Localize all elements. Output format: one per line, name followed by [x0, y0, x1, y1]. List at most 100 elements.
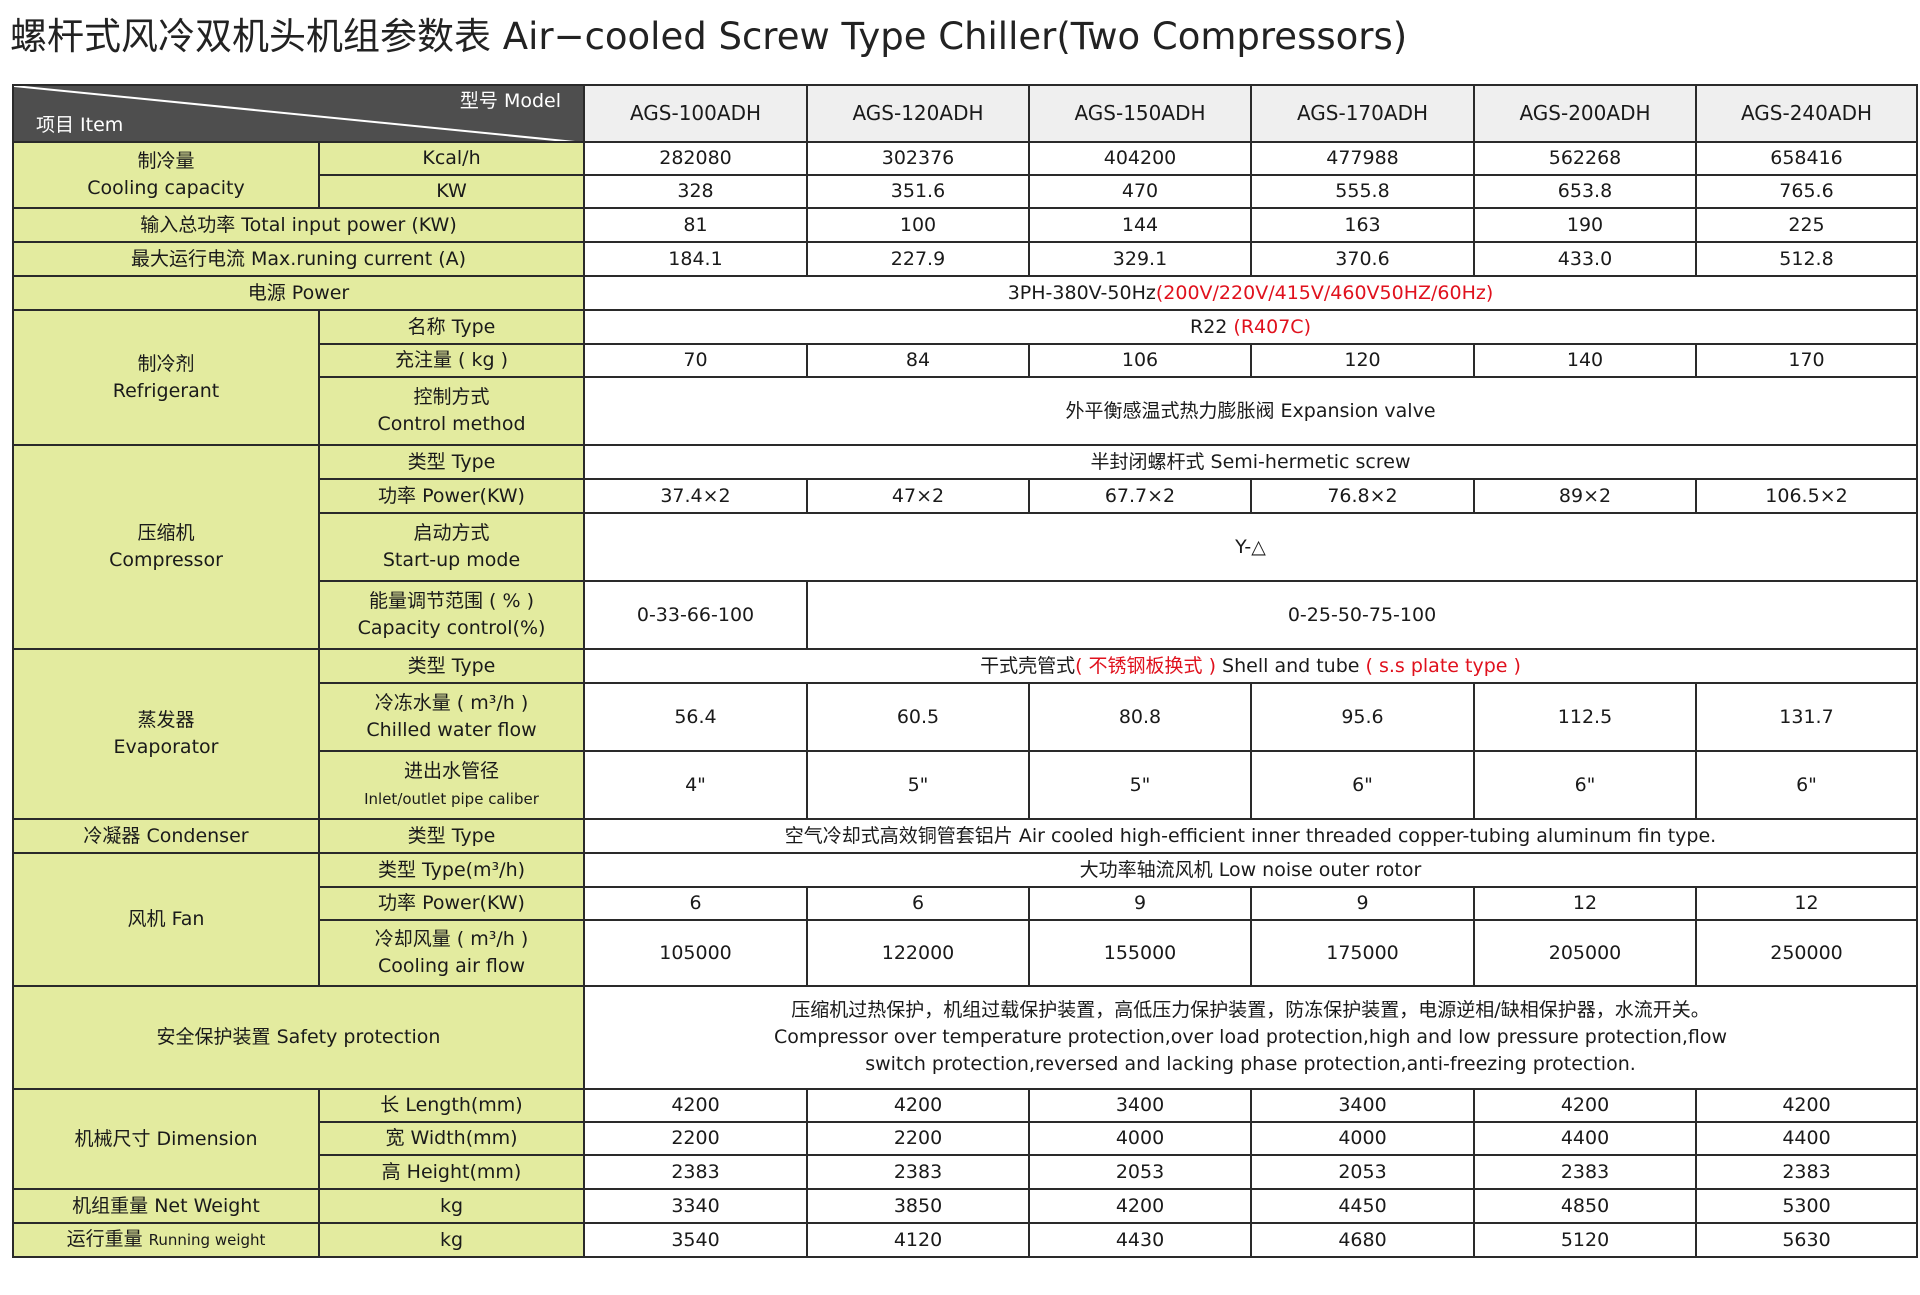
cell-text: 433.0: [1557, 247, 1613, 270]
cell-text: Kcal/h: [422, 147, 481, 169]
cell-text: 3340: [671, 1194, 720, 1217]
page-title: 螺杆式风冷双机头机组参数表 Air−cooled Screw Type Chil…: [10, 15, 1408, 58]
cell-text: ( s.s plate type ): [1365, 654, 1521, 677]
cell-text: 56.4: [674, 705, 717, 728]
cell-text: 制冷量: [137, 150, 195, 172]
value-cell-merged: 干式壳管式( 不锈钢板换式 ) Shell and tube ( s.s pla…: [583, 648, 1918, 684]
value-cell: 2053: [1028, 1154, 1252, 1190]
cell-text: 控制方式: [413, 386, 490, 408]
sublabel: 类型 Type: [318, 444, 585, 480]
cell-text: 类型 Type: [407, 654, 496, 677]
cell-text: 512.8: [1779, 247, 1834, 270]
label-cooling-capacity: 制冷量 Cooling capacity: [12, 141, 320, 209]
row-evap-pipe: 进出水管径 Inlet/outlet pipe caliber 4" 5" 5" 6" 6"…: [13, 750, 1918, 820]
cell-text: 120: [1344, 349, 1381, 371]
sublabel: 充注量 ( kg ): [318, 343, 585, 378]
value-cell: 404200: [1028, 141, 1252, 176]
row-height: 高 Height(mm) 2383 2383 2053 2053 2383 2383: [13, 1154, 1918, 1190]
cell-text: ( 不锈钢板换式 ): [1075, 654, 1217, 677]
cell-text: 170: [1788, 349, 1825, 371]
cell-text: 4200: [893, 1094, 943, 1116]
value-cell: 4000: [1028, 1121, 1252, 1156]
value-cell: 470: [1028, 174, 1252, 209]
value-cell-merged: 外平衡感温式热力膨胀阀 Expansion valve: [583, 376, 1918, 446]
value-cell: 6": [1250, 750, 1475, 820]
sublabel: 宽 Width(mm): [318, 1121, 585, 1156]
value-cell: 80.8: [1028, 682, 1252, 752]
value-cell: 3850: [806, 1188, 1030, 1224]
value-cell: 9: [1250, 886, 1475, 921]
sublabel: 控制方式 Control method: [318, 376, 585, 446]
value-cell: 329.1: [1028, 241, 1252, 277]
row-ref-control: 控制方式 Control method 外平衡感温式热力膨胀阀 Expansion …: [13, 376, 1918, 446]
value-cell-merged: 空气冷却式高效铜管套铝片 Air cooled high-efficient i…: [583, 818, 1918, 854]
row-cooling-kcal: 制冷量 Cooling capacity Kcal/h 282080 302376 404…: [12, 141, 1918, 209]
cell-text: 6: [911, 892, 925, 914]
value-cell: 6": [1695, 750, 1918, 820]
cell-text: Cooling air flow: [377, 955, 526, 977]
row-net-weight: 机组重量 Net Weight kg 3340 3850 4200 4450 4850 530…: [12, 1188, 1918, 1224]
cell-text: 470: [1121, 180, 1159, 202]
cell-text: 131.7: [1779, 705, 1834, 728]
cell-text: 329.1: [1112, 247, 1168, 270]
value-cell: 2383: [1695, 1154, 1918, 1190]
value-cell: 6: [806, 886, 1030, 921]
cell-text: 6": [1796, 773, 1817, 796]
cell-text: 0-33-66-100: [636, 603, 755, 626]
row-width: 宽 Width(mm) 2200 2200 4000 4000 4400 4400: [13, 1121, 1918, 1156]
value-cell-merged: 大功率轴流风机 Low noise outer rotor: [583, 852, 1918, 888]
cell-text: 4400: [1560, 1127, 1610, 1149]
cell-text: 100: [899, 213, 937, 236]
cell-text: 运行重量: [66, 1228, 149, 1250]
cell-text: 宽 Width(mm): [385, 1127, 518, 1149]
value-cell: 81: [583, 207, 808, 243]
sublabel: 功率 Power(KW): [318, 478, 585, 514]
value-cell: 175000: [1250, 919, 1475, 987]
cell-text: Compressor: [109, 549, 223, 571]
value-cell: 67.7×2: [1028, 478, 1252, 514]
model-header: AGS-200ADH: [1473, 84, 1697, 143]
cell-text: 启动方式: [413, 522, 490, 544]
cell-text: 84: [905, 349, 931, 371]
cell-text: 风机 Fan: [127, 908, 205, 930]
label-condenser: 冷凝器 Condenser: [12, 818, 320, 854]
row-ref-charge: 充注量 ( kg ) 70 84 106 120 140 170: [13, 343, 1918, 378]
value-cell-merged: 压缩机过热保护，机组过载保护装置，高低压力保护装置，防冻保护装置，电源逆相/缺相…: [583, 985, 1918, 1090]
sublabel: 长 Length(mm): [318, 1088, 585, 1123]
cell-text: 4000: [1115, 1127, 1165, 1149]
cell-text: 122000: [881, 941, 955, 964]
cell-text: 105000: [659, 941, 732, 964]
value-cell: 184.1: [583, 241, 808, 277]
cell-text: 类型 Type: [407, 450, 496, 473]
value-cell: 3540: [583, 1222, 808, 1258]
value-cell: 106: [1028, 343, 1252, 378]
value-cell: 105000: [583, 919, 808, 987]
row-evap-type: 蒸发器 Evaporator 类型 Type 干式壳管式( 不锈钢板换式 ) Shel…: [12, 648, 1918, 820]
value-cell-merged: R22 (R407C): [583, 309, 1918, 345]
cell-text: 2383: [671, 1160, 720, 1183]
row-condenser: 冷凝器 Condenser 类型 Type 空气冷却式高效铜管套铝片 Air coo…: [12, 818, 1918, 854]
value-cell: 4200: [1028, 1188, 1252, 1224]
value-cell: 250000: [1695, 919, 1918, 987]
cell-text: 5120: [1560, 1228, 1610, 1251]
value-cell: 5120: [1473, 1222, 1697, 1258]
sublabel: 类型 Type: [318, 648, 585, 684]
value-cell: 122000: [806, 919, 1030, 987]
label-power: 电源 Power: [12, 275, 585, 311]
label-running-weight: 运行重量 Running weight: [12, 1222, 320, 1258]
value-cell: 155000: [1028, 919, 1252, 987]
value-cell: 56.4: [583, 682, 808, 752]
cell-text: 227.9: [890, 247, 946, 270]
cell-text: R22: [1190, 315, 1234, 338]
cell-text: Refrigerant: [112, 379, 220, 402]
row-comp-startup: 启动方式 Start-up mode Y-△: [13, 512, 1918, 582]
value-cell: 3400: [1250, 1088, 1475, 1123]
cell-text: 干式壳管式: [980, 654, 1076, 677]
row-fan-power: 功率 Power(KW) 6 6 9 9 12 12: [13, 886, 1918, 921]
cell-text: 4000: [1338, 1127, 1387, 1149]
sublabel: 名称 Type: [318, 309, 585, 345]
value-cell: 170: [1695, 343, 1918, 378]
value-cell: 12: [1695, 886, 1918, 921]
label-total-input: 输入总功率 Total input power (KW): [12, 207, 585, 243]
value-cell: 9: [1028, 886, 1252, 921]
